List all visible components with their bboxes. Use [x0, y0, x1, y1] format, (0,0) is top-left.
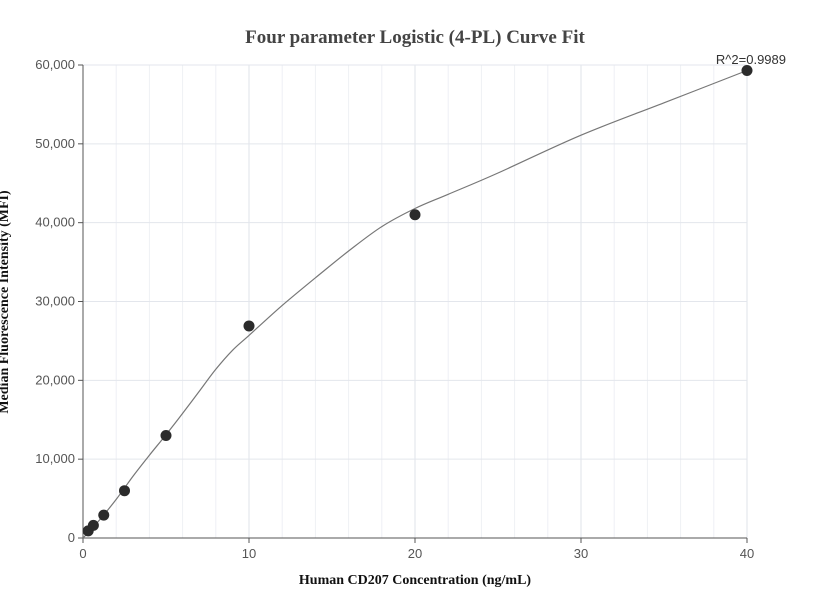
y-tick-label: 40,000	[35, 215, 75, 230]
data-point	[741, 65, 753, 77]
y-tick-label: 60,000	[35, 57, 75, 72]
y-tick-label: 10,000	[35, 451, 75, 466]
data-point	[243, 320, 255, 332]
data-point	[409, 209, 421, 221]
x-tick-label: 40	[740, 546, 754, 561]
x-tick-label: 0	[79, 546, 86, 561]
grid	[82, 64, 748, 539]
x-tick-label: 10	[242, 546, 256, 561]
y-tick-label: 0	[68, 530, 75, 545]
y-ticks: 0 10,000 20,000 30,000 40,000 50,000 60,000	[35, 57, 83, 545]
y-tick-label: 30,000	[35, 294, 75, 309]
x-tick-label: 20	[408, 546, 422, 561]
x-ticks: 0 10 20 30 40	[79, 538, 754, 561]
chart-title: Four parameter Logistic (4-PL) Curve Fit	[245, 27, 585, 48]
x-axis-title: Human CD207 Concentration (ng/mL)	[299, 573, 532, 588]
data-point	[98, 509, 110, 521]
y-tick-label: 20,000	[35, 372, 75, 387]
fit-curve	[82, 69, 748, 539]
y-tick-label: 50,000	[35, 136, 75, 151]
data-points	[82, 65, 753, 537]
data-point	[160, 430, 172, 442]
r-squared-annotation: R^2=0.9989	[716, 52, 786, 67]
y-axis-title: Median Fluorescence Intensity (MFI)	[0, 190, 12, 414]
data-point	[87, 519, 99, 531]
fit-curve-group	[82, 69, 748, 539]
data-point	[119, 485, 130, 497]
x-tick-label: 30	[574, 546, 588, 561]
